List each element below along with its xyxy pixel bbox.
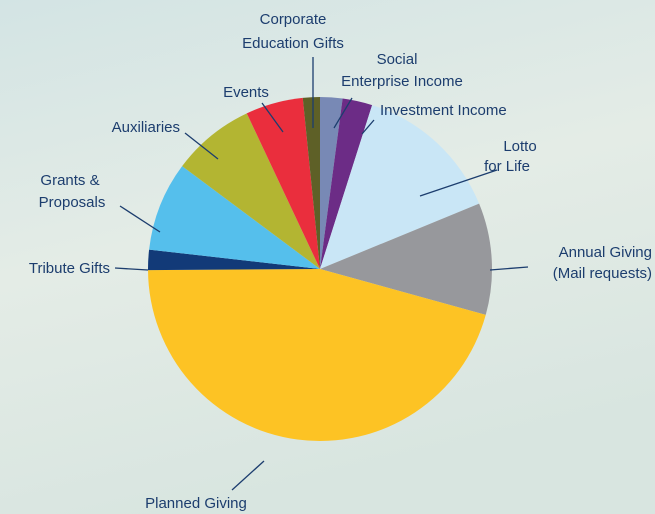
pie-slice xyxy=(320,97,343,269)
leader-line xyxy=(184,132,219,160)
slice-label: (Mail requests) xyxy=(553,265,652,282)
pie-slice xyxy=(182,113,320,269)
leader-line xyxy=(489,266,529,271)
pie-slice xyxy=(320,203,492,315)
slice-label: Social xyxy=(377,51,418,68)
slice-label: Events xyxy=(223,84,269,101)
slice-label: Enterprise Income xyxy=(341,73,463,90)
slice-label: Proposals xyxy=(39,194,106,211)
slice-label: Education Gifts xyxy=(242,35,344,52)
leader-line xyxy=(361,119,375,135)
leader-line xyxy=(114,267,149,271)
slice-label: Grants & xyxy=(40,172,99,189)
pie-slice xyxy=(246,97,320,269)
leader-line xyxy=(333,97,353,129)
slice-label: Planned Giving xyxy=(145,495,247,512)
slice-label: Lotto xyxy=(503,138,536,155)
pie-slice xyxy=(148,249,320,271)
pie-slice xyxy=(302,97,320,269)
pie-slice xyxy=(320,105,480,269)
slice-label: Investment Income xyxy=(380,102,507,119)
leader-line xyxy=(261,102,284,133)
leader-line xyxy=(231,460,265,491)
leader-line xyxy=(119,205,161,233)
pie-slice xyxy=(148,269,486,441)
leader-line xyxy=(419,169,498,197)
slice-label: Corporate xyxy=(260,11,327,28)
slice-label: Auxiliaries xyxy=(112,119,180,136)
pie-slice xyxy=(149,166,320,269)
slice-label: Annual Giving xyxy=(559,244,652,261)
pie-slice xyxy=(320,98,373,269)
slice-label: Tribute Gifts xyxy=(29,260,110,277)
